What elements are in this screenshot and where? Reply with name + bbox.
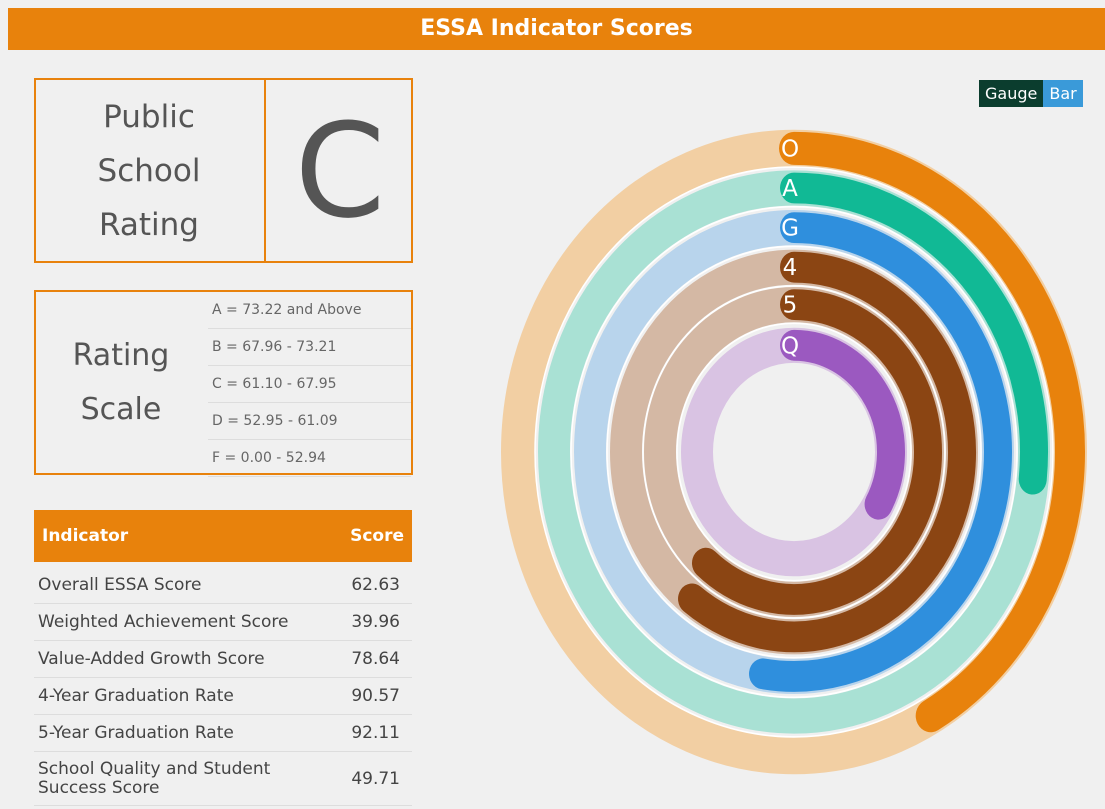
indicator-score: 39.96 xyxy=(351,612,400,632)
scale-row: C = 61.10 - 67.95 xyxy=(208,366,411,403)
ring-arc xyxy=(780,329,905,520)
ring-arc xyxy=(691,289,942,615)
scale-label: Rating Scale xyxy=(72,337,170,427)
ring-label: 4 xyxy=(783,255,798,281)
rating-label: Public School Rating xyxy=(97,98,201,243)
indicator-score: 90.57 xyxy=(351,686,400,706)
table-header: Indicator Score xyxy=(34,510,412,562)
scale-rows: A = 73.22 and Above B = 67.96 - 73.21 C = … xyxy=(208,292,411,477)
scale-row: D = 52.95 - 61.09 xyxy=(208,403,411,440)
ring-label: A xyxy=(782,176,798,202)
ring-arc xyxy=(678,251,976,653)
indicator-name: School Quality and Student Success Score xyxy=(38,758,271,798)
indicator-score: 62.63 xyxy=(351,575,400,595)
indicator-score: 92.11 xyxy=(351,723,400,743)
ring-gap xyxy=(676,322,912,582)
ring-label: O xyxy=(781,136,799,162)
ring-label: G xyxy=(781,216,799,242)
ring-arc xyxy=(779,131,1085,733)
indicator-name: Overall ESSA Score xyxy=(38,574,202,595)
ring-gap xyxy=(642,285,946,619)
header: ESSA Indicator Scores xyxy=(8,8,1105,50)
scale-row: B = 67.96 - 73.21 xyxy=(208,329,411,366)
ring-gap xyxy=(606,245,982,659)
scale-box: Rating Scale A = 73.22 and Above B = 67.9… xyxy=(34,290,413,477)
indicator-score: 78.64 xyxy=(351,649,400,669)
indicator-name: Value-Added Growth Score xyxy=(38,648,265,669)
table-row: Value-Added Growth Score 78.64 xyxy=(34,641,412,678)
table-row: Overall ESSA Score 62.63 xyxy=(34,567,412,604)
ring-arc xyxy=(780,172,1048,495)
indicator-score: 49.71 xyxy=(351,768,400,789)
table-row: School Quality and Student Success Score… xyxy=(34,752,412,806)
table-row: 5-Year Graduation Rate 92.11 xyxy=(34,715,412,752)
rating-box: Public School Rating C xyxy=(34,78,413,263)
ring-gap xyxy=(534,166,1054,738)
gauge-button[interactable]: Gauge xyxy=(979,80,1044,107)
scale-row: A = 73.22 and Above xyxy=(208,292,411,329)
indicator-name: 5-Year Graduation Rate xyxy=(38,722,234,743)
ring-label: Q xyxy=(781,333,799,359)
indicator-name: 4-Year Graduation Rate xyxy=(38,685,234,706)
table-row: Weighted Achievement Score 39.96 xyxy=(34,604,412,641)
bar-button[interactable]: Bar xyxy=(1043,80,1083,107)
ring-arc xyxy=(749,212,1012,692)
rings xyxy=(501,129,1087,775)
scale-row: F = 0.00 - 52.94 xyxy=(208,440,411,477)
ring-label: 5 xyxy=(783,293,798,319)
table-row: 4-Year Graduation Rate 90.57 xyxy=(34,678,412,715)
rating-grade: C xyxy=(264,80,414,261)
indicator-name: Weighted Achievement Score xyxy=(38,611,289,632)
ring-gap xyxy=(570,205,1018,699)
view-toggle: Gauge Bar xyxy=(979,80,1083,107)
